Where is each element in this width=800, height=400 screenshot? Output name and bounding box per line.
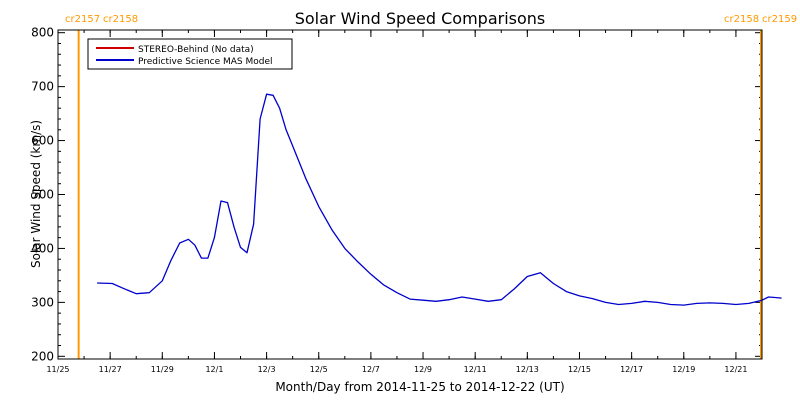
x-tick-label: 11/25: [46, 365, 69, 374]
x-tick-label: 12/1: [205, 365, 223, 374]
y-tick-label: 700: [31, 80, 54, 94]
carrington-label-right-2: cr2159: [762, 14, 797, 25]
x-tick-label: 11/29: [151, 365, 174, 374]
y-tick-label: 600: [31, 134, 54, 148]
x-tick-label: 12/3: [258, 365, 276, 374]
legend-label-model: Predictive Science MAS Model: [138, 57, 273, 67]
x-tick-label: 11/27: [99, 365, 122, 374]
carrington-markers: [77, 30, 762, 359]
x-tick-label: 12/17: [620, 365, 643, 374]
plot-frame: [57, 29, 763, 360]
x-tick-label: 12/5: [310, 365, 328, 374]
carrington-label-right-1: cr2158: [724, 14, 759, 25]
y-tick-label: 500: [31, 188, 54, 202]
legend-box: [87, 38, 293, 70]
legend-label-stereo: STEREO-Behind (No data): [138, 45, 254, 55]
x-tick-label: 12/13: [516, 365, 539, 374]
y-tick-label: 300: [31, 295, 54, 309]
carrington-label-left-2: cr2158: [103, 14, 138, 25]
y-tick-label: 400: [31, 241, 54, 255]
x-tick-label: 12/7: [362, 365, 380, 374]
y-tick-label: 200: [31, 349, 54, 363]
y-axis-ticks: 200 300 400 500 600 700 800: [31, 26, 762, 363]
x-axis-ticks: 11/25 11/27 11/29 12/1 12/3 12/5 12/7 12/9 12/11…: [46, 30, 763, 374]
x-tick-label: 12/9: [414, 365, 432, 374]
series-lines: [97, 93, 782, 306]
x-tick-label: 12/11: [464, 365, 487, 374]
x-tick-label: 12/21: [724, 365, 747, 374]
x-axis-label: Month/Day from 2014-11-25 to 2014-12-22 …: [275, 380, 564, 394]
chart-title: Solar Wind Speed Comparisons: [295, 9, 546, 28]
y-tick-label: 800: [31, 26, 54, 40]
x-tick-label: 12/15: [568, 365, 591, 374]
carrington-label-left-1: cr2157: [65, 14, 100, 25]
series-line-1: [97, 93, 782, 306]
x-tick-label: 12/19: [672, 365, 695, 374]
legend: STEREO-Behind (No data) Predictive Scien…: [87, 38, 293, 70]
y-axis-label: Solar Wind Speed (km/s): [29, 120, 43, 268]
